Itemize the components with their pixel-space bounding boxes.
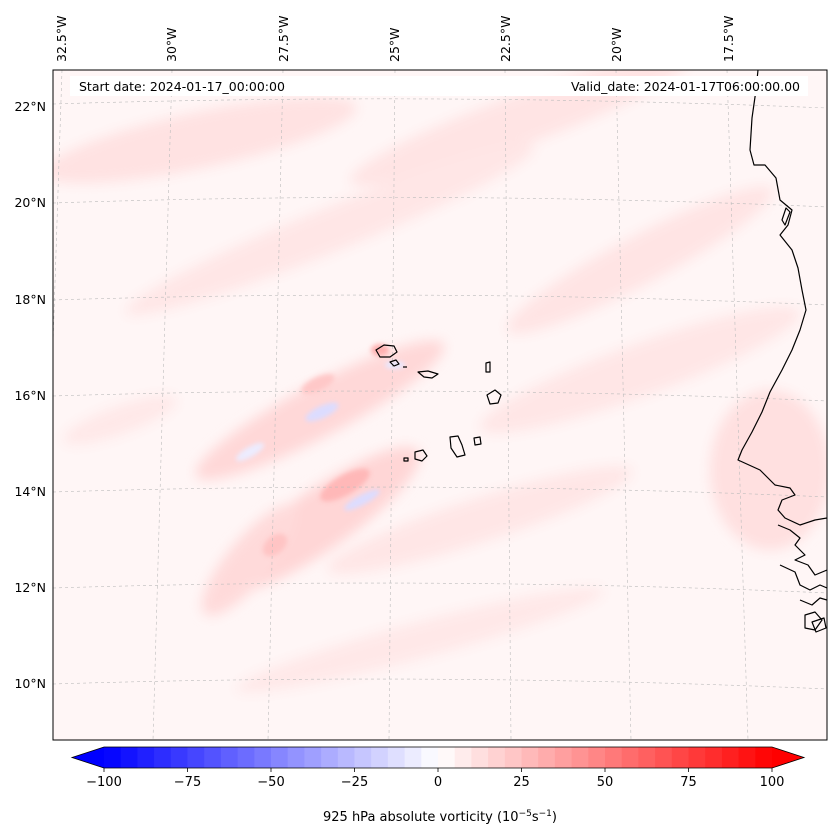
island-boa-vista [486, 389, 502, 405]
lon-label: 32.5°W [54, 16, 69, 62]
colorbar-segment [488, 747, 506, 768]
colorbar-segment [638, 747, 656, 768]
valid-date-text: Valid_date: 2024-01-17T06:00:00.00 [571, 79, 800, 94]
colorbar-segment [738, 747, 756, 768]
colorbar-segment [588, 747, 606, 768]
colorbar-segment [621, 747, 639, 768]
colorbar-segment [170, 747, 189, 768]
colorbar-segment [454, 747, 472, 768]
colorbar: −100 −75 −50 −25 0 25 50 75 100 [70, 746, 806, 790]
lon-label: 27.5°W [276, 16, 291, 62]
colorbar-segment [387, 747, 406, 768]
colorbar-segment [571, 747, 589, 768]
africa-coast [737, 70, 827, 526]
gridlines [53, 70, 827, 740]
colorbar-tick-label: −25 [341, 775, 368, 790]
island-sao-nicolau [417, 370, 439, 379]
colorbar-segment [688, 747, 706, 768]
colorbar-segment [471, 747, 489, 768]
colorbar-segment [237, 747, 255, 768]
island-fogo [414, 449, 428, 462]
lat-label: 14°N [14, 484, 46, 499]
lat-label: 20°N [14, 195, 46, 210]
lon-label: 17.5°W [721, 16, 736, 62]
colorbar-segment [421, 747, 439, 768]
lon-label: 22.5°W [498, 16, 513, 62]
island-sao-vicente [389, 359, 400, 367]
colorbar-segment [354, 747, 372, 768]
colorbar-segment [187, 747, 205, 768]
colorbar-tick-label: 50 [597, 775, 614, 790]
island-brava [403, 457, 409, 462]
colorbar-segment [538, 747, 556, 768]
colorbar-segment [220, 747, 239, 768]
map-frame [52, 69, 828, 741]
colorbar-tick-label: −75 [174, 775, 201, 790]
colorbar-tick-label: 75 [680, 775, 697, 790]
colorbar-tick-label: −50 [257, 775, 284, 790]
colorbar-segment [254, 747, 272, 768]
colorbar-segment [204, 747, 222, 768]
colorbar-tick-label: 100 [760, 775, 785, 790]
colorbar-segment [554, 747, 573, 768]
colorbar-segment [521, 747, 539, 768]
lat-label: 12°N [14, 580, 46, 595]
island-santo-antao [375, 344, 398, 358]
colorbar-segment [154, 747, 172, 768]
island-santiago [449, 435, 466, 458]
colorbar-label: 925 hPa absolute vorticity (10−5s−1) [323, 809, 557, 825]
vorticity-field [53, 70, 827, 740]
colorbar-segment [605, 747, 623, 768]
colorbar-segment [438, 747, 456, 768]
longitude-labels: 32.5°W 30°W 27.5°W 25°W 22.5°W 20°W 17.5… [54, 16, 736, 62]
africa-coast-south [777, 524, 827, 576]
colorbar-segment [287, 747, 305, 768]
colorbar-max-extend [772, 747, 804, 768]
colorbar-tick-label: 25 [513, 775, 530, 790]
colorbar-segment [371, 747, 389, 768]
latitude-labels: 22°N 20°N 18°N 16°N 14°N 12°N 10°N [14, 99, 46, 691]
colorbar-segment [655, 747, 673, 768]
lat-label: 22°N [14, 99, 46, 114]
colorbar-segment [120, 747, 138, 768]
lon-label: 20°W [609, 27, 624, 62]
start-date-box [70, 76, 310, 96]
colorbar-segment [304, 747, 322, 768]
colorbar-min-extend [72, 747, 104, 768]
colorbar-segment [755, 747, 773, 768]
colorbar-segment [721, 747, 740, 768]
colorbar-segment [504, 747, 523, 768]
lon-label: 30°W [164, 27, 179, 62]
island-sal [485, 361, 491, 373]
lat-label: 10°N [14, 676, 46, 691]
colorbar-segment [671, 747, 690, 768]
island-maio [473, 436, 482, 446]
colorbar-segment [321, 747, 339, 768]
colorbar-tick-label: −100 [86, 775, 122, 790]
colorbar-segment [404, 747, 422, 768]
start-date-text: Start date: 2024-01-17_00:00:00 [79, 79, 285, 94]
valid-date-box [300, 76, 808, 96]
colorbar-tick-label: 0 [434, 775, 442, 790]
colorbar-segment [271, 747, 289, 768]
colorbar-segment [705, 747, 723, 768]
lat-label: 18°N [14, 292, 46, 307]
colorbar-segment [104, 747, 122, 768]
lon-label: 25°W [387, 27, 402, 62]
colorbar-segment [337, 747, 356, 768]
coastlines [375, 70, 827, 633]
lat-label: 16°N [14, 388, 46, 403]
colorbar-segment [137, 747, 155, 768]
